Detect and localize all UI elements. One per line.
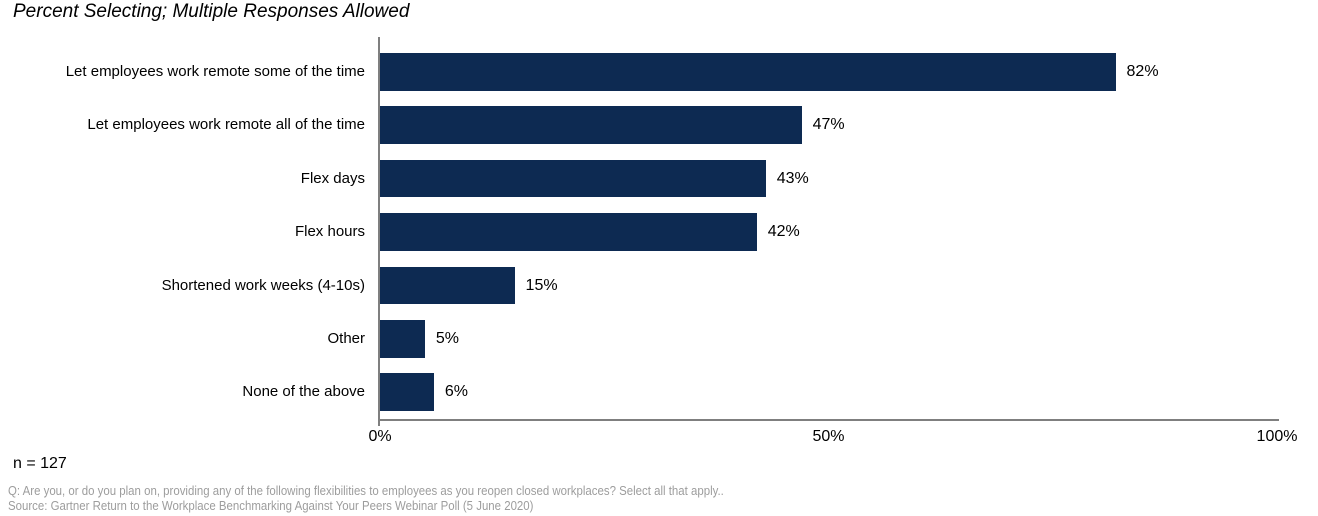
bar xyxy=(380,213,757,251)
value-label: 5% xyxy=(435,330,459,347)
x-tick-label: 50% xyxy=(812,428,845,445)
value-label: 6% xyxy=(444,383,468,401)
source-note-text: Source: Gartner Return to the Workplace … xyxy=(8,498,534,513)
category-label: Shortened work weeks (4-10s) xyxy=(161,276,365,294)
category-label: Let employees work remote some of the ti… xyxy=(65,63,365,80)
x-tick-label: 0% xyxy=(368,428,392,445)
source-note: Source: Gartner Return to the Workplace … xyxy=(8,498,605,513)
bar xyxy=(380,159,766,198)
question-note-text: Q: Are you, or do you plan on, providing… xyxy=(8,483,724,498)
category-label: Other xyxy=(327,330,365,347)
bar xyxy=(380,373,434,411)
x-axis-line xyxy=(378,419,1279,421)
y-axis-line xyxy=(378,37,380,426)
chart-title: Percent Selecting; Multiple Responses Al… xyxy=(13,1,410,22)
question-note: Q: Are you, or do you plan on, providing… xyxy=(8,483,821,498)
category-label: None of the above xyxy=(242,383,365,401)
plot-area: Let employees work remote some of the ti… xyxy=(0,37,1318,457)
bar xyxy=(380,266,515,305)
bar xyxy=(380,106,802,144)
category-label: Flex hours xyxy=(294,223,365,241)
sample-size-label: n = 127 xyxy=(13,455,67,472)
x-tick-label: 100% xyxy=(1256,428,1298,445)
value-label: 47% xyxy=(812,116,845,134)
bar xyxy=(380,53,1116,91)
value-label: 82% xyxy=(1126,63,1159,80)
value-label: 43% xyxy=(776,169,809,187)
value-label: 15% xyxy=(525,276,558,294)
bar xyxy=(380,320,425,358)
category-label: Flex days xyxy=(300,169,365,187)
value-label: 42% xyxy=(767,223,800,241)
category-label: Let employees work remote all of the tim… xyxy=(87,116,365,134)
